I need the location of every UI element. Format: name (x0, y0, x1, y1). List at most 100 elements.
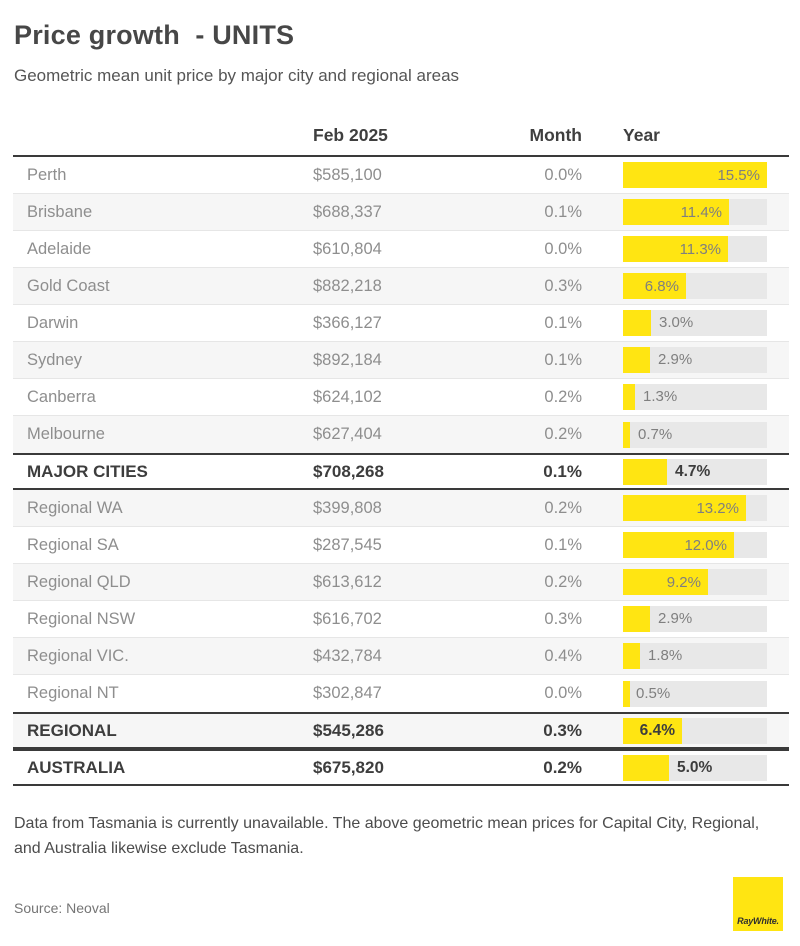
price-value: $624,102 (313, 387, 382, 406)
year-bar-cell: 5.0% (582, 754, 789, 781)
month-change-value: 0.0% (544, 239, 582, 258)
month-change-value: 0.2% (544, 387, 582, 406)
price-value: $613,612 (313, 572, 382, 591)
region-label: Regional WA (27, 498, 123, 517)
price-value: $610,804 (313, 239, 382, 258)
table-row: REGIONAL $545,286 0.3% 6.4% (13, 712, 789, 749)
year-bar-track: 15.5% (623, 162, 767, 188)
month-change-value: 0.1% (543, 461, 582, 481)
month-change-value: 0.1% (544, 350, 582, 369)
table-row: Regional NT $302,847 0.0% 0.5% (13, 675, 789, 712)
table-row: Regional NSW $616,702 0.3% 2.9% (13, 601, 789, 638)
price-value: $627,404 (313, 425, 382, 443)
year-change-label: 0.5% (636, 684, 671, 702)
year-change-label: 6.4% (639, 721, 675, 739)
year-change-label: 4.7% (675, 462, 711, 480)
year-change-label: 1.3% (643, 388, 678, 405)
year-bar-cell: 1.8% (582, 643, 789, 669)
year-change-label: 1.8% (648, 647, 683, 664)
year-bar-cell: 9.2% (582, 569, 789, 595)
header-year: Year (623, 125, 660, 145)
price-value: $366,127 (313, 313, 382, 332)
month-change-value: 0.1% (544, 535, 582, 554)
year-bar-fill (623, 458, 667, 485)
price-value: $287,545 (313, 535, 382, 554)
year-change-label: 15.5% (717, 166, 760, 184)
year-bar-track: 1.8% (623, 643, 767, 669)
year-bar-cell: 2.9% (582, 347, 789, 373)
year-bar-fill: 11.3% (623, 236, 728, 262)
year-bar-fill (623, 680, 630, 707)
year-bar-track: 13.2% (623, 495, 767, 521)
month-change-value: 0.1% (544, 313, 582, 332)
region-label: Regional QLD (27, 572, 131, 591)
price-value: $545,286 (313, 720, 384, 740)
year-bar-fill (623, 310, 651, 336)
price-value: $688,337 (313, 202, 382, 221)
year-bar-fill (623, 643, 640, 669)
year-bar-fill: 12.0% (623, 532, 734, 558)
year-bar-fill (623, 606, 650, 632)
price-value: $892,184 (313, 350, 382, 369)
header-feb-2025: Feb 2025 (313, 125, 388, 145)
year-bar-cell: 3.0% (582, 310, 789, 336)
year-bar-track: 1.3% (623, 384, 767, 410)
table-row: Regional SA $287,545 0.1% 12.0% (13, 527, 789, 564)
page-title: Price growth - UNITS (14, 20, 295, 50)
price-value: $708,268 (313, 461, 384, 481)
price-value: $399,808 (313, 498, 382, 517)
month-change-value: 0.4% (544, 646, 582, 665)
year-bar-track: 6.8% (623, 273, 767, 299)
year-bar-fill (623, 347, 650, 373)
year-bar-fill (623, 421, 630, 448)
region-label: Melbourne (27, 425, 105, 443)
region-label: REGIONAL (27, 720, 117, 740)
price-value: $616,702 (313, 609, 382, 628)
year-bar-cell: 1.3% (582, 384, 789, 410)
region-label: Regional SA (27, 535, 119, 554)
table-row: Perth $585,100 0.0% 15.5% (13, 157, 789, 194)
year-change-label: 2.9% (658, 610, 693, 627)
year-change-label: 0.7% (638, 425, 673, 443)
table-row: Adelaide $610,804 0.0% 11.3% (13, 231, 789, 268)
price-growth-table: Perth $585,100 0.0% 15.5% Brisbane $688,337 0.… (13, 157, 789, 786)
year-bar-fill: 9.2% (623, 569, 708, 595)
year-bar-cell: 0.5% (582, 680, 789, 707)
region-label: Perth (27, 165, 67, 184)
month-change-value: 0.2% (543, 757, 582, 777)
month-change-value: 0.0% (544, 684, 582, 702)
raywhite-logo-text: RayWhite. (737, 916, 779, 926)
year-bar-track: 11.3% (623, 236, 767, 262)
table-row: Regional QLD $613,612 0.2% 9.2% (13, 564, 789, 601)
year-bar-cell: 11.4% (582, 199, 789, 225)
price-value: $302,847 (313, 684, 382, 702)
year-bar-track: 6.4% (623, 717, 767, 744)
page-subtitle: Geometric mean unit price by major city … (14, 66, 460, 85)
price-value: $882,218 (313, 276, 382, 295)
year-bar-fill: 6.4% (623, 717, 682, 744)
month-change-value: 0.3% (544, 609, 582, 628)
month-change-value: 0.2% (544, 425, 582, 443)
month-change-value: 0.1% (544, 202, 582, 221)
table-row: Regional VIC. $432,784 0.4% 1.8% (13, 638, 789, 675)
price-value: $675,820 (313, 757, 384, 777)
price-value: $585,100 (313, 165, 382, 184)
year-bar-cell: 6.4% (582, 717, 789, 744)
region-label: Canberra (27, 387, 96, 406)
year-bar-fill: 13.2% (623, 495, 746, 521)
year-bar-cell: 4.7% (582, 458, 789, 485)
region-label: Brisbane (27, 202, 93, 221)
year-bar-cell: 12.0% (582, 532, 789, 558)
year-bar-track: 0.7% (623, 421, 767, 448)
region-label: Adelaide (27, 239, 92, 258)
region-label: Sydney (27, 350, 83, 369)
year-bar-track: 0.5% (623, 680, 767, 707)
table-row: Regional WA $399,808 0.2% 13.2% (13, 490, 789, 527)
table-row: Brisbane $688,337 0.1% 11.4% (13, 194, 789, 231)
year-bar-track: 9.2% (623, 569, 767, 595)
year-bar-track: 2.9% (623, 347, 767, 373)
year-bar-fill: 15.5% (623, 162, 767, 188)
year-bar-cell: 2.9% (582, 606, 789, 632)
header-month: Month (529, 125, 582, 145)
table-row: Melbourne $627,404 0.2% 0.7% (13, 416, 789, 453)
